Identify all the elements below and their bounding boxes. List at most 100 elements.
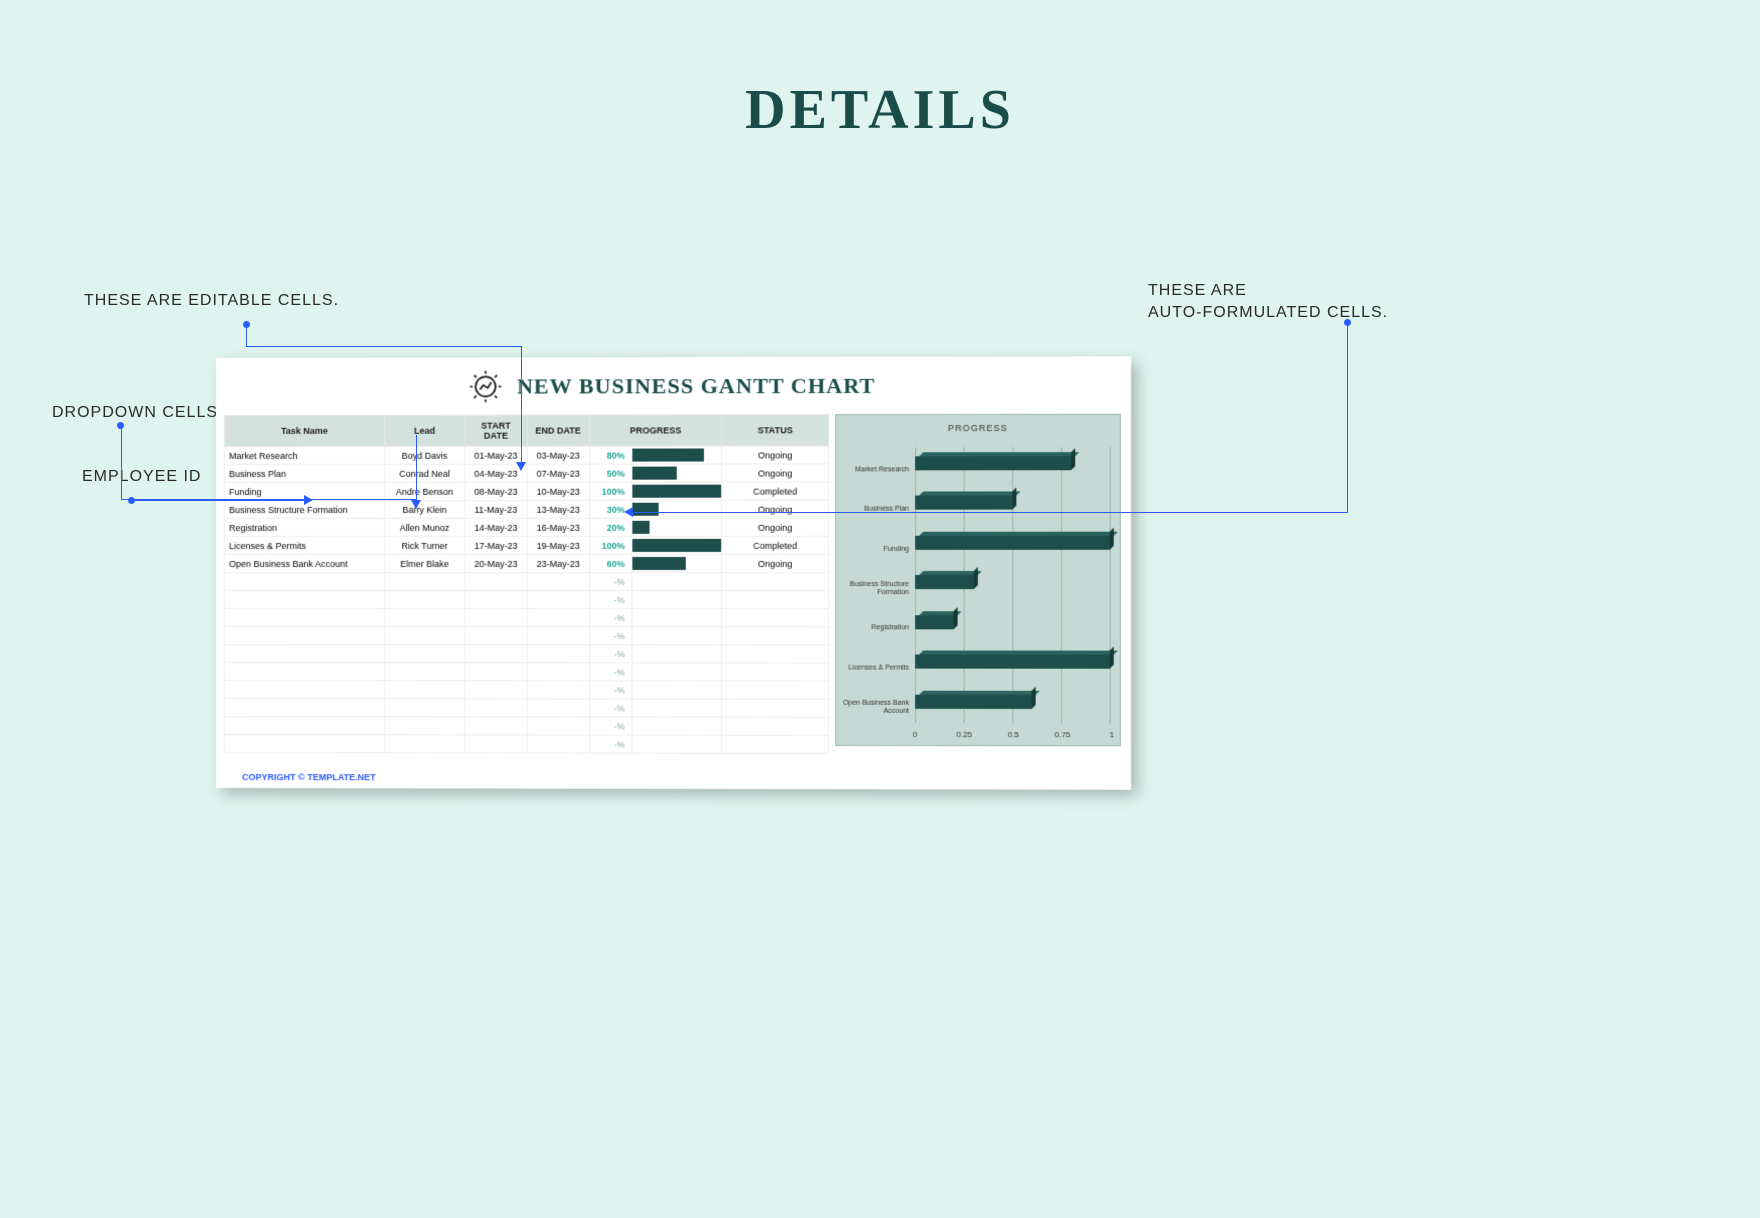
- table-row-empty[interactable]: -%: [224, 591, 828, 609]
- cell-task[interactable]: Business Plan: [224, 464, 384, 482]
- cell-progress-bar: [632, 446, 722, 464]
- cell-end[interactable]: 03-May-23: [527, 446, 589, 464]
- chart-category-label: Market Research: [842, 466, 915, 474]
- cell-progress-pct: 100%: [589, 536, 631, 554]
- cell-end[interactable]: 19-May-23: [527, 536, 589, 554]
- cell-task[interactable]: Licenses & Permits: [224, 536, 384, 554]
- chart-row: Funding: [915, 531, 1110, 569]
- cell-task[interactable]: Open Business Bank Account: [224, 554, 384, 572]
- cell-status: Ongoing: [722, 518, 829, 536]
- table-row[interactable]: Business PlanConrad Neal04-May-2307-May-…: [224, 464, 828, 483]
- chart-xtick: 1: [1109, 730, 1114, 739]
- chart-xtick: 0.75: [1055, 730, 1071, 739]
- chart-bar: [915, 575, 973, 589]
- table-row-empty[interactable]: -%: [224, 699, 828, 718]
- cell-start[interactable]: 14-May-23: [465, 518, 527, 536]
- chart-title: PROGRESS: [836, 415, 1120, 446]
- chart-category-label: Registration: [842, 625, 915, 633]
- chart-row: Registration: [915, 610, 1110, 648]
- chart-xtick: 0: [913, 730, 918, 739]
- cell-lead[interactable]: Elmer Blake: [385, 554, 465, 572]
- table-row-empty[interactable]: -%: [224, 717, 828, 736]
- table-row[interactable]: RegistrationAllen Munoz14-May-2316-May-2…: [224, 518, 828, 536]
- table-row-empty[interactable]: -%: [224, 609, 828, 627]
- table-row-empty[interactable]: -%: [224, 735, 828, 754]
- chart-bar: [915, 496, 1012, 510]
- annotation-editable-cells: THESE ARE EDITABLE CELLS.: [84, 292, 339, 310]
- cell-lead[interactable]: Rick Turner: [385, 536, 465, 554]
- col-start: START DATE: [465, 415, 527, 446]
- annotation-auto-formulated: THESE ARE AUTO-FORMULATED CELLS.: [1148, 280, 1388, 325]
- cell-lead[interactable]: Barry Klein: [385, 500, 465, 518]
- chart-category-label: Licenses & Permits: [842, 664, 915, 672]
- cell-end[interactable]: 10-May-23: [527, 482, 589, 500]
- cell-status: Ongoing: [722, 446, 829, 464]
- cell-progress-bar: [632, 554, 722, 572]
- cell-status: Completed: [722, 482, 829, 500]
- cell-end[interactable]: 07-May-23: [527, 464, 589, 482]
- chart-row: Market Research: [915, 451, 1110, 489]
- chart-row: Business Plan: [915, 491, 1110, 529]
- table-row-empty[interactable]: -%: [224, 572, 828, 590]
- chart-bar: [915, 615, 954, 629]
- cell-lead[interactable]: Conrad Neal: [385, 464, 465, 482]
- cell-start[interactable]: 11-May-23: [465, 500, 527, 518]
- cell-progress-bar: [632, 500, 722, 518]
- cell-progress-pct: 60%: [589, 554, 631, 572]
- gear-chart-icon: [469, 369, 503, 403]
- table-row[interactable]: Open Business Bank AccountElmer Blake20-…: [224, 554, 828, 572]
- chart-row: Business Structure Formation: [915, 570, 1110, 608]
- cell-start[interactable]: 08-May-23: [465, 482, 527, 500]
- col-lead: Lead: [385, 415, 465, 446]
- chart-category-label: Business Structure Formation: [842, 581, 915, 596]
- chart-bar: [915, 655, 1110, 669]
- annotation-dropdown-cells: DROPDOWN CELLS: [52, 404, 218, 422]
- cell-progress-pct: 100%: [589, 482, 631, 500]
- cell-task[interactable]: Registration: [224, 518, 384, 536]
- cell-end[interactable]: 23-May-23: [527, 554, 589, 572]
- chart-bar: [915, 536, 1110, 550]
- cell-end[interactable]: 16-May-23: [527, 518, 589, 536]
- spreadsheet-panel: NEW BUSINESS GANTT CHART Task Name Lead …: [216, 356, 1131, 789]
- chart-category-label: Open Business Bank Account: [842, 700, 915, 716]
- table-row-empty[interactable]: -%: [224, 681, 828, 700]
- cell-progress-bar: [632, 536, 722, 554]
- cell-start[interactable]: 20-May-23: [465, 554, 527, 572]
- cell-progress-pct: 80%: [589, 446, 631, 464]
- copyright-text: COPYRIGHT © TEMPLATE.NET: [242, 772, 376, 782]
- cell-start[interactable]: 17-May-23: [465, 536, 527, 554]
- cell-status: Ongoing: [722, 464, 829, 482]
- chart-bar: [915, 694, 1032, 708]
- chart-row: Open Business Bank Account: [915, 689, 1110, 727]
- table-row-empty[interactable]: -%: [224, 663, 828, 682]
- gantt-table[interactable]: Task Name Lead START DATE END DATE PROGR…: [224, 414, 829, 754]
- cell-lead[interactable]: Allen Munoz: [385, 518, 465, 536]
- cell-progress-pct: 50%: [589, 464, 631, 482]
- chart-xtick: 0.5: [1008, 730, 1019, 739]
- col-status: STATUS: [722, 415, 829, 446]
- cell-status: Ongoing: [722, 554, 829, 572]
- col-task: Task Name: [224, 415, 384, 446]
- cell-progress-bar: [632, 482, 722, 500]
- chart-row: Licenses & Permits: [915, 650, 1110, 688]
- col-progress: PROGRESS: [589, 415, 722, 446]
- cell-end[interactable]: 13-May-23: [527, 500, 589, 518]
- cell-lead[interactable]: Boyd Davis: [385, 446, 465, 464]
- cell-progress-bar: [632, 464, 722, 482]
- sheet-title: NEW BUSINESS GANTT CHART: [517, 373, 875, 400]
- table-row-empty[interactable]: -%: [224, 645, 828, 663]
- chart-xtick: 0.25: [956, 730, 972, 739]
- chart-category-label: Funding: [842, 546, 915, 554]
- table-row[interactable]: FundingAndre Benson08-May-2310-May-23100…: [224, 482, 828, 500]
- cell-lead[interactable]: Andre Benson: [385, 482, 465, 500]
- cell-progress-pct: 20%: [589, 518, 631, 536]
- chart-bar: [915, 456, 1071, 470]
- table-row[interactable]: Business Structure FormationBarry Klein1…: [224, 500, 828, 518]
- gantt-table-area: Task Name Lead START DATE END DATE PROGR…: [224, 414, 829, 754]
- table-row-empty[interactable]: -%: [224, 627, 828, 645]
- cell-progress-bar: [632, 518, 722, 536]
- table-row[interactable]: Market ResearchBoyd Davis01-May-2303-May…: [224, 446, 828, 465]
- annotation-employee-id: EMPLOYEE ID: [82, 468, 201, 486]
- cell-task[interactable]: Market Research: [224, 446, 384, 464]
- table-row[interactable]: Licenses & PermitsRick Turner17-May-2319…: [224, 536, 828, 554]
